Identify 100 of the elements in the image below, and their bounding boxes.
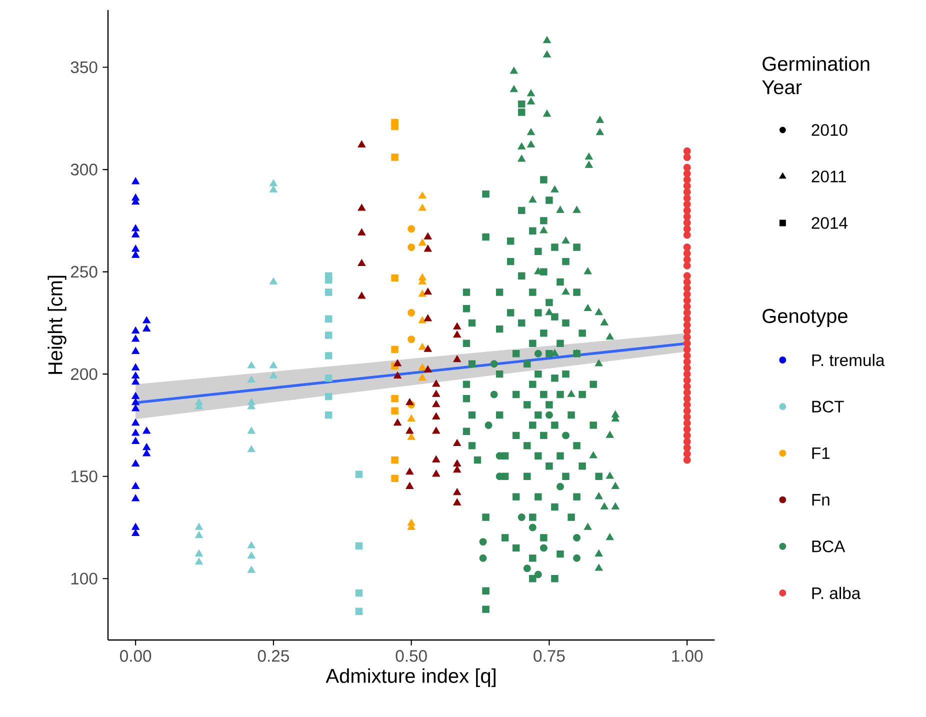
point <box>606 430 614 438</box>
point <box>418 204 426 211</box>
point <box>355 542 363 550</box>
point <box>594 550 603 556</box>
point <box>573 554 581 562</box>
point <box>683 256 691 264</box>
point <box>269 372 278 379</box>
point <box>490 360 498 368</box>
x-tick-label: 0.25 <box>258 650 289 662</box>
point <box>453 330 462 338</box>
point <box>683 225 691 233</box>
point <box>325 411 332 419</box>
point <box>683 321 691 329</box>
legend-label: BCT <box>812 400 844 412</box>
point <box>418 290 426 297</box>
point <box>195 550 203 556</box>
point <box>358 292 366 299</box>
point <box>573 534 581 542</box>
y-tick-label: 300 <box>70 164 98 176</box>
point <box>432 455 440 462</box>
point <box>132 460 140 466</box>
point <box>132 224 140 232</box>
point <box>683 147 691 155</box>
legend-label: F1 <box>812 447 830 459</box>
point <box>418 238 426 246</box>
point <box>683 212 691 220</box>
point <box>391 407 398 414</box>
point <box>683 450 691 458</box>
y-axis-title: Height [cm] <box>48 276 66 374</box>
point <box>594 308 603 316</box>
point <box>247 566 256 573</box>
point <box>594 492 603 500</box>
point <box>683 327 691 335</box>
point <box>247 445 256 452</box>
point <box>453 460 462 466</box>
point <box>683 426 691 434</box>
point <box>545 308 554 316</box>
point <box>683 231 691 239</box>
point <box>432 412 440 420</box>
point <box>418 363 426 370</box>
point <box>424 244 432 252</box>
point <box>683 438 691 446</box>
point <box>424 288 432 295</box>
point <box>562 432 570 440</box>
point <box>195 522 203 530</box>
point <box>528 524 536 532</box>
point <box>683 164 691 172</box>
point <box>408 244 416 251</box>
point <box>490 390 498 398</box>
point <box>567 390 576 397</box>
point <box>132 326 140 334</box>
point <box>358 140 366 148</box>
point <box>132 378 140 385</box>
point <box>683 444 691 452</box>
point <box>556 206 564 213</box>
point <box>518 142 526 150</box>
point <box>391 154 398 161</box>
y-tick-label: 150 <box>71 470 98 482</box>
point <box>527 128 535 136</box>
point <box>611 482 620 489</box>
point <box>269 185 278 192</box>
point <box>408 336 416 344</box>
point <box>142 426 151 434</box>
point <box>355 608 363 615</box>
point <box>406 482 414 489</box>
point <box>683 419 691 427</box>
point <box>683 315 691 323</box>
point <box>407 414 416 422</box>
point <box>683 376 691 384</box>
point <box>132 428 140 436</box>
x-tick-label: 0.00 <box>120 650 152 662</box>
point <box>269 179 278 186</box>
point <box>132 177 140 184</box>
point <box>132 398 140 406</box>
point <box>683 401 691 408</box>
point <box>523 564 531 572</box>
point <box>606 332 614 340</box>
point <box>527 140 535 148</box>
point <box>132 418 140 426</box>
point <box>394 418 402 426</box>
point <box>418 316 426 324</box>
point <box>550 185 559 192</box>
point <box>479 538 487 546</box>
point <box>683 182 691 190</box>
point <box>453 439 462 446</box>
point <box>594 359 603 366</box>
point <box>432 390 440 397</box>
point <box>355 470 363 478</box>
point <box>247 361 256 368</box>
point <box>391 474 398 482</box>
point <box>391 346 398 354</box>
point <box>132 334 140 342</box>
point <box>132 392 140 399</box>
text: Germination Year <box>762 56 870 94</box>
point <box>432 400 440 408</box>
point <box>432 470 440 477</box>
point <box>683 370 691 378</box>
point <box>683 456 691 464</box>
point <box>132 347 140 354</box>
point <box>584 522 592 530</box>
